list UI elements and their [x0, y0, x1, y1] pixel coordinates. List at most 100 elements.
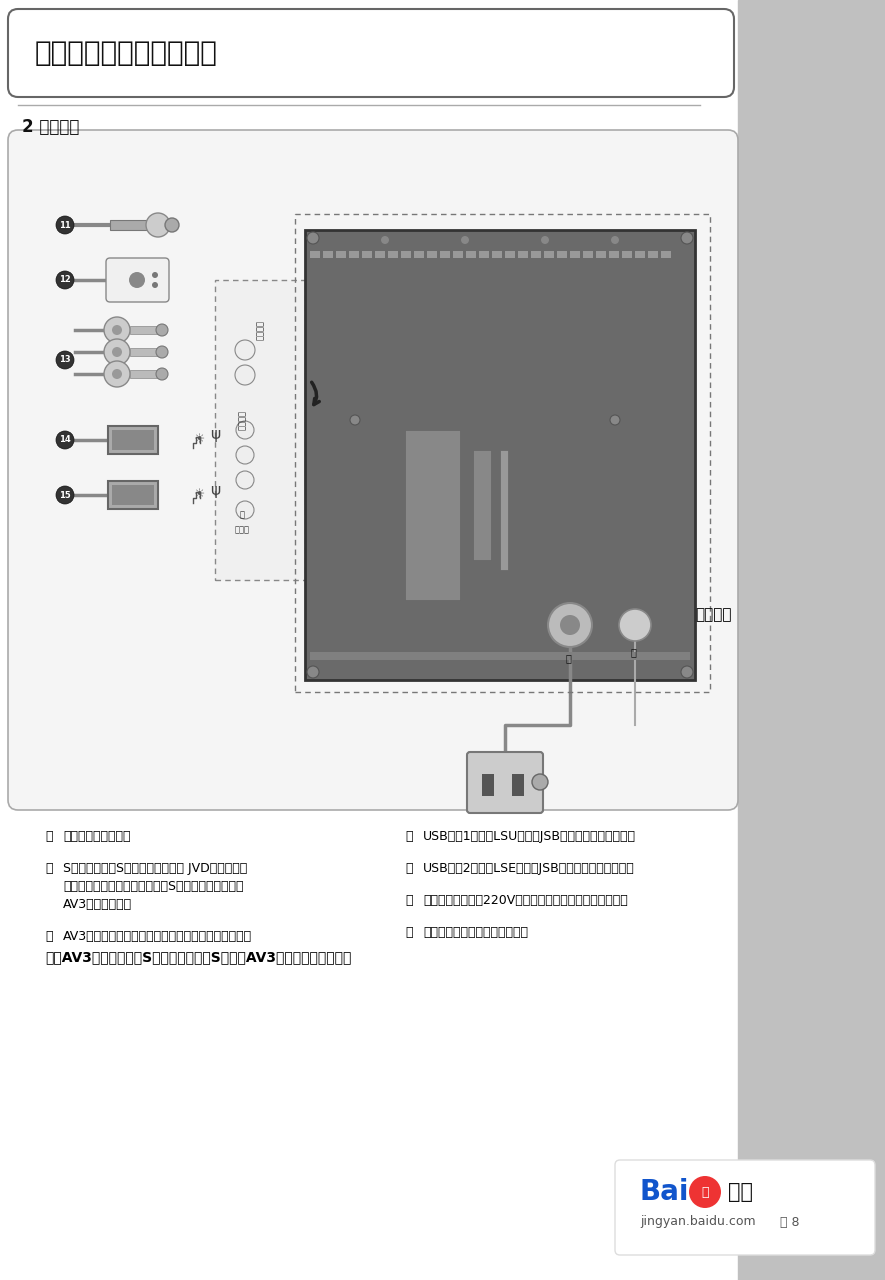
Circle shape — [152, 271, 158, 278]
FancyBboxPatch shape — [8, 9, 734, 97]
Circle shape — [560, 614, 580, 635]
Bar — [112, 485, 154, 506]
Text: 信号输入: 信号输入 — [256, 320, 265, 340]
Text: ⑰: ⑰ — [630, 646, 636, 657]
Text: Bai: Bai — [640, 1178, 689, 1206]
Text: S端子输入：把S端子连接线连接至 JVD、摄相影录: S端子输入：把S端子连接线连接至 JVD、摄相影录 — [63, 861, 247, 876]
Text: 经验: 经验 — [728, 1181, 753, 1202]
Bar — [130, 370, 160, 378]
Text: 注：AV3的视频输入和S端子复用，所以S端子和AV3不要同时输入信号。: 注：AV3的视频输入和S端子复用，所以S端子和AV3不要同时输入信号。 — [45, 950, 351, 964]
Circle shape — [112, 347, 122, 357]
Circle shape — [611, 236, 619, 244]
Text: AV3输入：把视频音频信号源连接至视频音频输入端口: AV3输入：把视频音频信号源连接至视频音频输入端口 — [63, 931, 252, 943]
Bar — [583, 251, 593, 259]
Bar — [635, 251, 645, 259]
Text: 百: 百 — [701, 1185, 709, 1198]
Text: ⑪: ⑪ — [45, 829, 52, 844]
Bar — [336, 251, 346, 259]
Bar — [492, 251, 502, 259]
Bar — [323, 251, 333, 259]
Circle shape — [350, 415, 360, 425]
Bar — [544, 251, 554, 259]
Bar — [295, 214, 710, 692]
Bar — [401, 251, 411, 259]
Circle shape — [541, 236, 549, 244]
Bar — [473, 451, 491, 561]
Text: ⑯: ⑯ — [565, 653, 571, 663]
Bar — [505, 251, 515, 259]
Circle shape — [56, 431, 74, 449]
Text: 11: 11 — [59, 220, 71, 229]
Circle shape — [56, 486, 74, 504]
Circle shape — [112, 325, 122, 335]
Circle shape — [307, 232, 319, 244]
Circle shape — [152, 282, 158, 288]
Text: ⑮: ⑮ — [405, 861, 412, 876]
Bar — [466, 251, 476, 259]
Bar — [609, 251, 619, 259]
Circle shape — [236, 421, 254, 439]
Text: USB接口2：连接LSE设备（JSB接口状态以实物为准）: USB接口2：连接LSE设备（JSB接口状态以实物为准） — [423, 861, 635, 876]
Text: ⑯: ⑯ — [405, 893, 412, 908]
Text: AV3的音频输入）: AV3的音频输入） — [63, 899, 132, 911]
Circle shape — [56, 351, 74, 369]
Circle shape — [104, 361, 130, 387]
FancyBboxPatch shape — [615, 1160, 875, 1254]
FancyBboxPatch shape — [108, 481, 158, 509]
Bar — [738, 0, 885, 1280]
Text: ψ: ψ — [210, 428, 220, 443]
Circle shape — [610, 415, 620, 425]
Bar — [362, 251, 372, 259]
Circle shape — [56, 216, 74, 234]
Circle shape — [104, 317, 130, 343]
Bar — [482, 774, 494, 796]
Circle shape — [619, 609, 651, 641]
Bar — [130, 348, 160, 356]
Text: ☀: ☀ — [195, 489, 205, 502]
Bar — [479, 251, 489, 259]
Bar — [661, 251, 671, 259]
Circle shape — [156, 346, 168, 358]
Text: ψ: ψ — [210, 483, 220, 498]
Bar — [414, 251, 424, 259]
Text: ⑬: ⑬ — [45, 931, 52, 943]
Circle shape — [548, 603, 592, 646]
Text: ⑫: ⑫ — [45, 861, 52, 876]
FancyBboxPatch shape — [108, 426, 158, 454]
Text: 频输入: 频输入 — [235, 525, 250, 534]
Text: 14: 14 — [59, 435, 71, 444]
FancyBboxPatch shape — [106, 259, 169, 302]
Text: 15: 15 — [59, 490, 71, 499]
Circle shape — [156, 369, 168, 380]
Text: jingyan.baidu.com: jingyan.baidu.com — [640, 1216, 756, 1229]
Bar — [305, 230, 695, 680]
Bar — [310, 652, 690, 660]
Bar — [427, 251, 437, 259]
FancyBboxPatch shape — [8, 131, 738, 810]
Circle shape — [689, 1176, 721, 1208]
Bar — [349, 251, 359, 259]
Bar — [405, 430, 460, 600]
Circle shape — [236, 471, 254, 489]
Bar — [648, 251, 658, 259]
Bar — [130, 326, 160, 334]
Bar — [557, 251, 567, 259]
Bar — [518, 251, 528, 259]
Bar — [440, 251, 450, 259]
Text: 2 主机背板: 2 主机背板 — [22, 118, 80, 136]
Bar — [310, 251, 320, 259]
Circle shape — [235, 340, 255, 360]
Circle shape — [112, 369, 122, 379]
Circle shape — [681, 666, 693, 678]
Bar — [531, 251, 541, 259]
Circle shape — [56, 271, 74, 289]
Circle shape — [532, 774, 548, 790]
Circle shape — [165, 218, 179, 232]
Circle shape — [461, 236, 469, 244]
Bar — [375, 251, 385, 259]
Text: USB接口1：连接LSU设备（JSB接口状态以实物为准）: USB接口1：连接LSU设备（JSB接口状态以实物为准） — [423, 829, 636, 844]
Text: 交流电源：将市电220V电压连接显液晶电视机的电源接口: 交流电源：将市电220V电压连接显液晶电视机的电源接口 — [423, 893, 627, 908]
Text: 外观图解及安装连接说明: 外观图解及安装连接说明 — [35, 38, 218, 67]
Bar — [453, 251, 463, 259]
FancyBboxPatch shape — [467, 751, 543, 813]
